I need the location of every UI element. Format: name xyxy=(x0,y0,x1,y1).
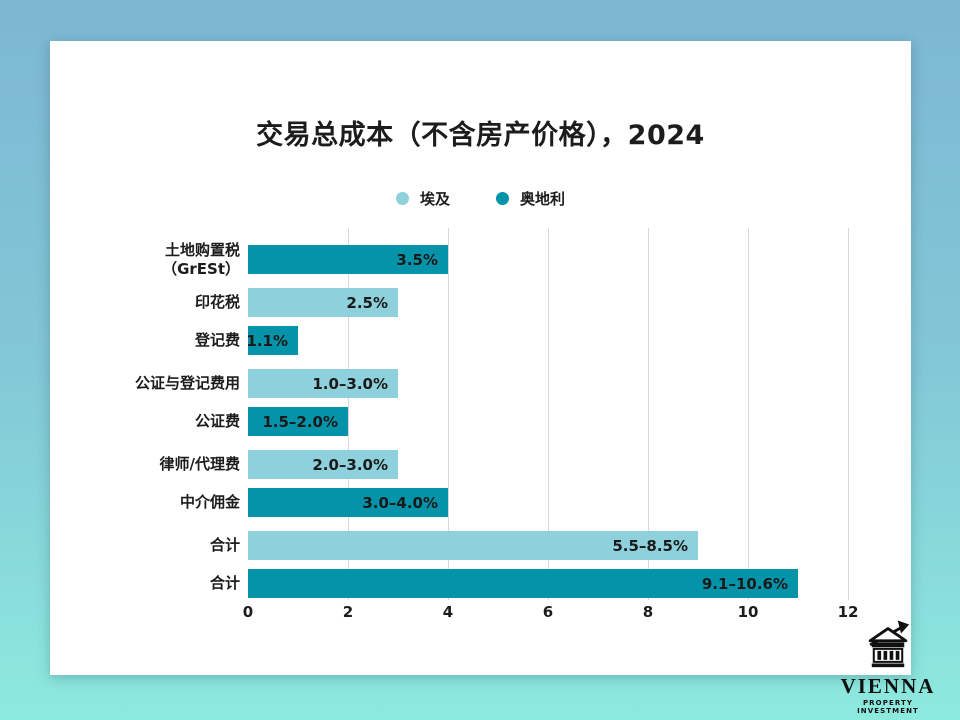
bar-value-label: 3.5% xyxy=(396,250,438,269)
category-label-8: 合计 xyxy=(209,574,240,592)
x-tick-label-10: 10 xyxy=(737,603,759,621)
x-tick-label-12: 12 xyxy=(837,603,859,621)
gridline-10 xyxy=(748,228,749,600)
gridline-12 xyxy=(848,228,849,600)
category-label-0: 土地购置税 （GrESt） xyxy=(162,240,240,278)
logo-name: VIENNA xyxy=(840,674,936,698)
category-label-4: 公证费 xyxy=(194,412,240,430)
gridline-4 xyxy=(448,228,449,600)
bar-row-2: 1.1% xyxy=(246,326,298,355)
legend-label-austria: 奥地利 xyxy=(520,190,566,208)
x-axis-ticks: 0 2 4 6 8 10 12 xyxy=(243,603,859,623)
legend-dot-egypt-icon xyxy=(395,192,409,205)
bar-row-8: 9.1–10.6% xyxy=(248,569,798,598)
x-tick-label-8: 8 xyxy=(642,603,654,621)
bar-value-label: 2.0–3.0% xyxy=(312,455,388,474)
bar-row-0: 3.5% xyxy=(248,245,448,274)
category-label-1: 印花税 xyxy=(194,293,240,311)
bar-row-3: 1.0–3.0% xyxy=(248,369,398,398)
brand-logo: VIENNA PROPERTY INVESTMENT xyxy=(836,618,940,715)
category-label-6: 中介佣金 xyxy=(179,493,240,511)
chart-card: 交易总成本（不含房产价格），2024 埃及 奥地利 土地购置税 （GrESt） 印花… xyxy=(50,41,911,675)
category-label-3: 公证与登记费用 xyxy=(134,374,240,392)
x-tick-label-0: 0 xyxy=(242,603,254,621)
x-tick-label-2: 2 xyxy=(342,603,354,621)
gridline-6 xyxy=(548,228,549,600)
x-tick-label-4: 4 xyxy=(442,603,454,621)
x-tick-label-6: 6 xyxy=(542,603,554,621)
legend-dot-austria-icon xyxy=(496,192,509,205)
plot-area: 0 2 4 6 8 10 12 3.5% 2.5% 1.1% 1.0–3.0% 1.5–2.0% 2.… xyxy=(243,228,858,621)
bar-value-label: 1.5–2.0% xyxy=(262,412,338,431)
bar-value-label: 1.0–3.0% xyxy=(312,374,388,393)
category-label-7: 合计 xyxy=(209,536,240,554)
bar-row-4: 1.5–2.0% xyxy=(248,407,348,436)
bar-row-1: 2.5% xyxy=(248,288,398,317)
bar-value-label: 2.5% xyxy=(346,293,388,312)
bar-value-label: 5.5–8.5% xyxy=(612,536,688,555)
legend: 埃及 奥地利 xyxy=(50,188,911,209)
chart-title: 交易总成本（不含房产价格），2024 xyxy=(256,120,705,151)
bar-row-6: 3.0–4.0% xyxy=(248,488,448,517)
category-label-2: 登记费 xyxy=(194,331,240,349)
bar-value-label: 1.1% xyxy=(246,331,288,350)
category-label-5: 律师/代理费 xyxy=(159,455,240,473)
bar-value-label: 3.0–4.0% xyxy=(362,493,438,512)
building-arrow-icon xyxy=(868,620,910,668)
bar-value-label: 9.1–10.6% xyxy=(701,574,788,593)
legend-item-austria: 奥地利 xyxy=(496,188,565,209)
legend-item-egypt: 埃及 xyxy=(395,188,450,209)
logo-subtitle: PROPERTY INVESTMENT xyxy=(857,699,919,715)
bar-row-5: 2.0–3.0% xyxy=(248,450,398,479)
gridline-8 xyxy=(648,228,649,600)
gridline-2 xyxy=(348,228,349,600)
bar-row-7: 5.5–8.5% xyxy=(248,531,698,560)
legend-label-egypt: 埃及 xyxy=(419,190,450,208)
